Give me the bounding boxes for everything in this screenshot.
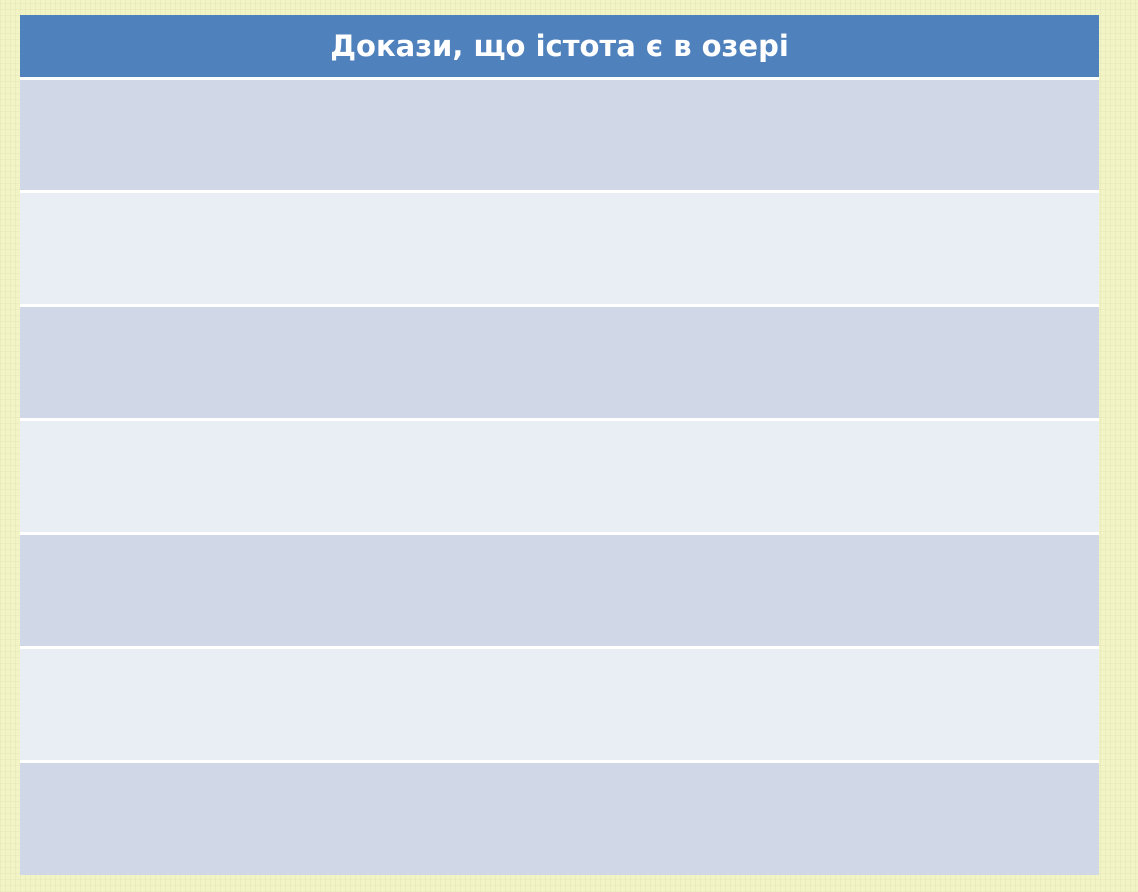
table-row[interactable] [20, 649, 1099, 760]
table-row[interactable] [20, 421, 1099, 532]
table-row[interactable] [20, 307, 1099, 418]
table-row[interactable] [20, 80, 1099, 190]
table-row[interactable] [20, 535, 1099, 646]
evidence-table: Докази, що істота є в озері [20, 15, 1099, 875]
table-row[interactable] [20, 763, 1099, 875]
table-header: Докази, що істота є в озері [20, 15, 1099, 77]
table-row[interactable] [20, 193, 1099, 304]
